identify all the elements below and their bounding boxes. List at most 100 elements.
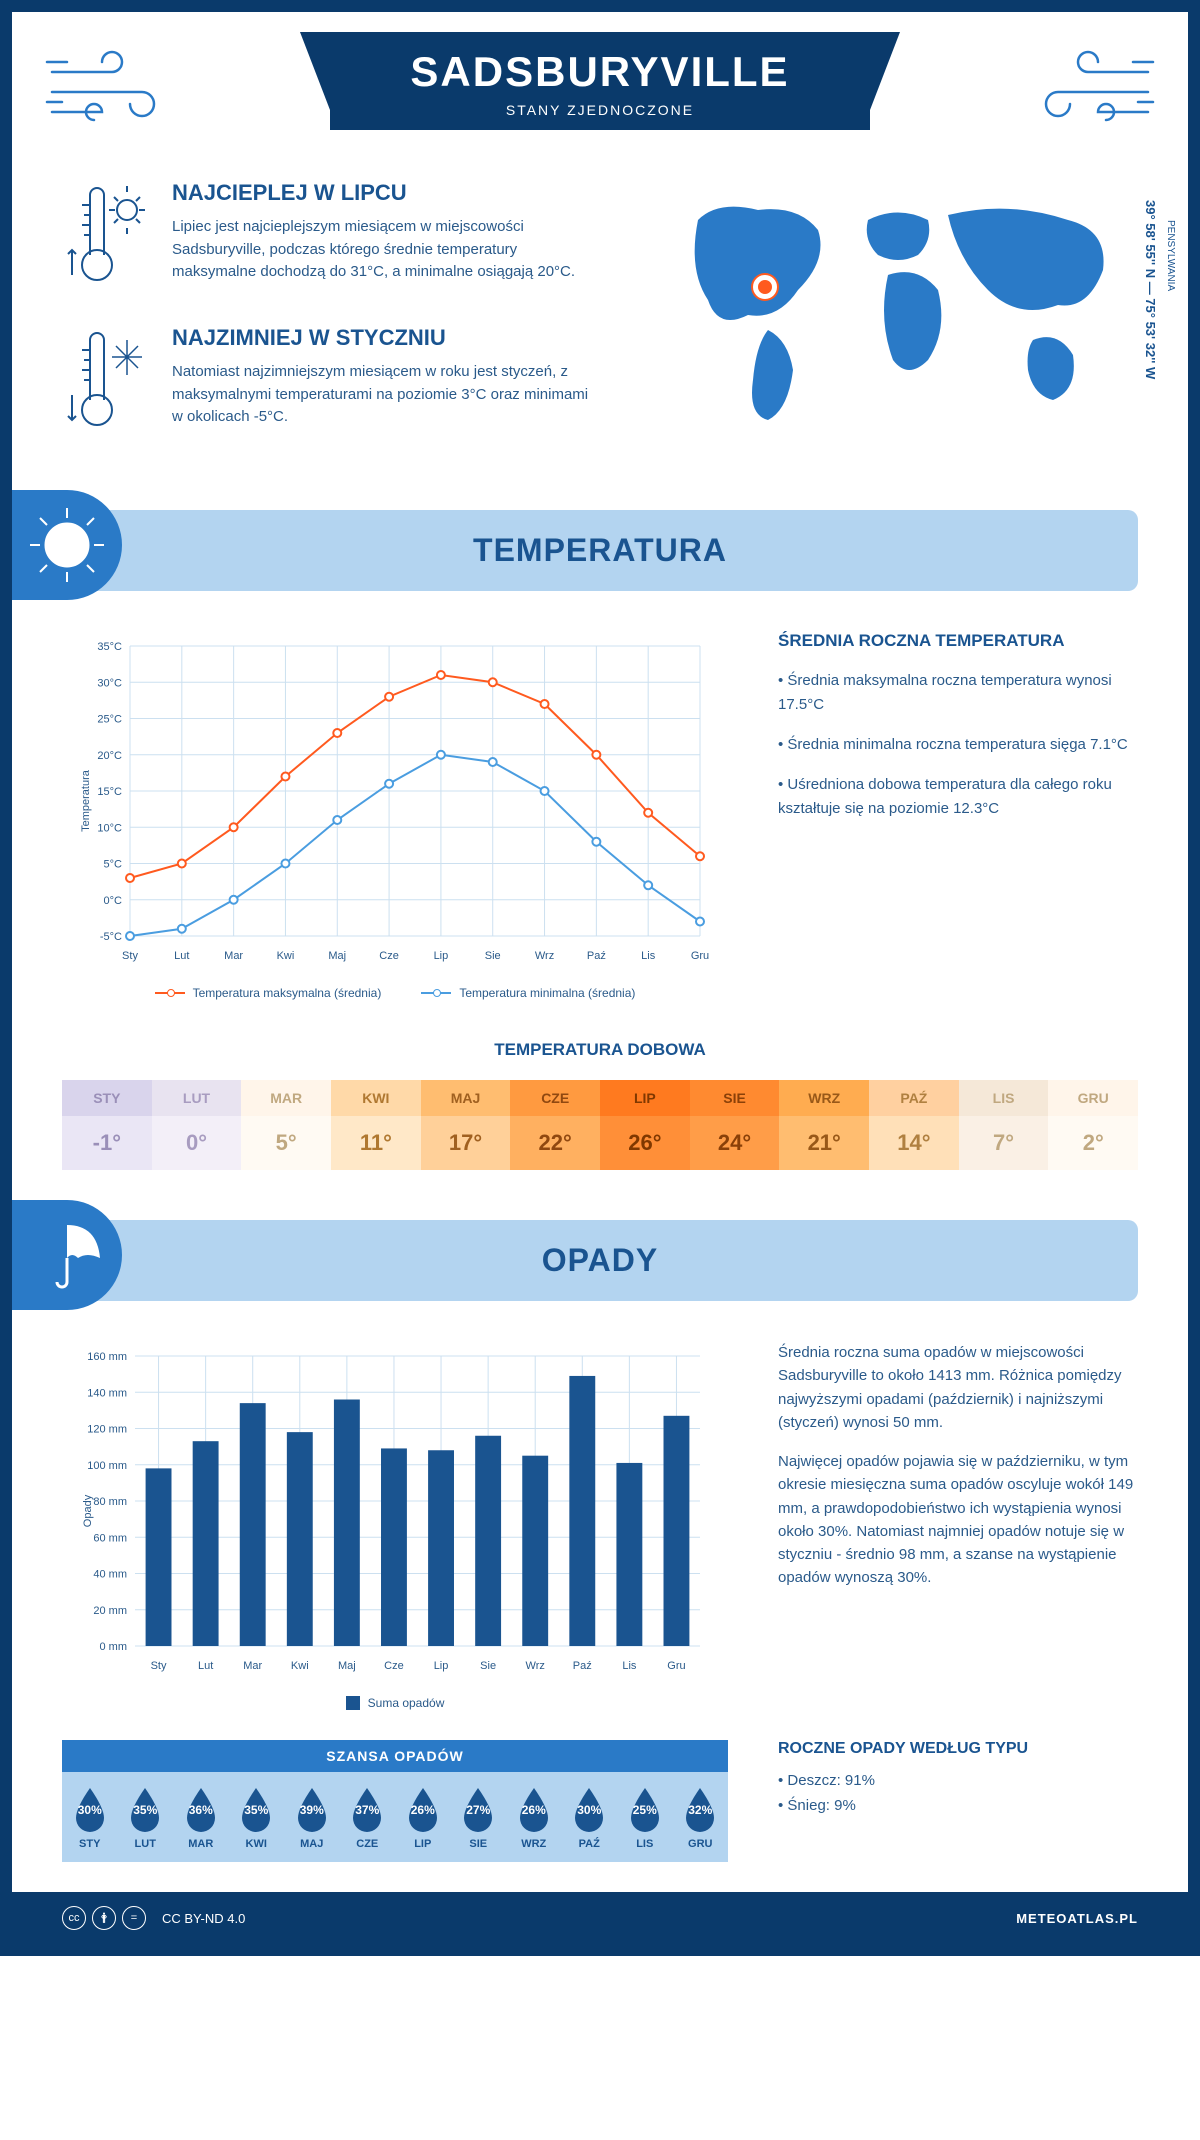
temp-month-label: LIS <box>959 1080 1049 1116</box>
temp-month-label: PAŹ <box>869 1080 959 1116</box>
temp-info-title: ŚREDNIA ROCZNA TEMPERATURA <box>778 631 1138 651</box>
svg-text:-5°C: -5°C <box>100 931 122 943</box>
temp-info-item: • Uśredniona dobowa temperatura dla całe… <box>778 773 1138 821</box>
header: SADSBURYVILLE STANY ZJEDNOCZONE <box>12 12 1188 160</box>
temp-cell: CZE22° <box>510 1080 600 1170</box>
svg-text:Kwi: Kwi <box>277 950 295 962</box>
temp-cell: LIS7° <box>959 1080 1049 1170</box>
chance-month: PAŹ <box>562 1838 618 1850</box>
temp-cell: KWI11° <box>331 1080 421 1170</box>
temp-cell: MAJ17° <box>421 1080 511 1170</box>
umbrella-icon <box>22 1210 112 1300</box>
temperature-chart-row: -5°C0°C5°C10°C15°C20°C25°C30°C35°CStyLut… <box>12 591 1188 1020</box>
svg-text:100 mm: 100 mm <box>87 1460 127 1472</box>
raindrop-icon: 35% <box>125 1784 165 1832</box>
chance-value: 25% <box>633 1803 657 1817</box>
chance-cell: 32% GRU <box>673 1784 729 1850</box>
svg-text:Maj: Maj <box>328 950 346 962</box>
svg-text:15°C: 15°C <box>97 786 122 798</box>
svg-text:5°C: 5°C <box>104 859 123 871</box>
raindrop-icon: 32% <box>680 1784 720 1832</box>
raindrop-icon: 27% <box>458 1784 498 1832</box>
chance-month: MAJ <box>284 1838 340 1850</box>
svg-text:Lis: Lis <box>641 950 656 962</box>
svg-text:Sty: Sty <box>122 950 138 962</box>
chance-month: GRU <box>673 1838 729 1850</box>
svg-text:Paź: Paź <box>573 1660 592 1672</box>
chance-value: 30% <box>78 1803 102 1817</box>
daily-temp-table: STY-1°LUT0°MAR5°KWI11°MAJ17°CZE22°LIP26°… <box>62 1080 1138 1170</box>
chance-month: MAR <box>173 1838 229 1850</box>
chance-value: 37% <box>355 1803 379 1817</box>
chance-value: 26% <box>411 1803 435 1817</box>
thermometer-hot-icon <box>62 180 152 295</box>
cc-icon: cc <box>62 1906 86 1930</box>
temp-month-label: LIP <box>600 1080 690 1116</box>
temperature-info: ŚREDNIA ROCZNA TEMPERATURA • Średnia mak… <box>778 631 1138 1000</box>
sun-icon <box>22 500 112 590</box>
chance-cell: 39% MAJ <box>284 1784 340 1850</box>
wind-icon-right <box>1018 42 1158 132</box>
coldest-block: NAJZIMNIEJ W STYCZNIU Natomiast najzimni… <box>62 325 598 440</box>
precip-chart: 0 mm20 mm40 mm60 mm80 mm100 mm120 mm140 … <box>62 1341 728 1710</box>
temp-value: 22° <box>510 1116 600 1170</box>
temp-cell: PAŹ14° <box>869 1080 959 1170</box>
svg-text:Mar: Mar <box>224 950 243 962</box>
svg-text:10°C: 10°C <box>97 822 122 834</box>
svg-text:Mar: Mar <box>243 1660 262 1672</box>
region-label: PENSYLWANIA <box>1165 220 1176 291</box>
chance-cell: 37% CZE <box>340 1784 396 1850</box>
raindrop-icon: 26% <box>403 1784 443 1832</box>
temp-month-label: WRZ <box>779 1080 869 1116</box>
temp-cell: STY-1° <box>62 1080 152 1170</box>
temp-month-label: STY <box>62 1080 152 1116</box>
precip-legend-label: Suma opadów <box>368 1696 445 1710</box>
temp-value: 26° <box>600 1116 690 1170</box>
temp-value: 0° <box>152 1116 242 1170</box>
raindrop-icon: 39% <box>292 1784 332 1832</box>
chance-section: SZANSA OPADÓW 30%STY35%LUT36%MAR35%KWI39… <box>12 1730 1188 1892</box>
svg-text:35°C: 35°C <box>97 641 122 653</box>
temp-month-label: SIE <box>690 1080 780 1116</box>
svg-text:20 mm: 20 mm <box>93 1605 127 1617</box>
temp-cell: SIE24° <box>690 1080 780 1170</box>
precip-text-2: Najwięcej opadów pojawia się w październ… <box>778 1450 1138 1590</box>
site-name: METEOATLAS.PL <box>1016 1911 1138 1926</box>
precip-type-box: ROCZNE OPADY WEDŁUG TYPU • Deszcz: 91%• … <box>778 1740 1138 1862</box>
coldest-title: NAJZIMNIEJ W STYCZNIU <box>172 325 598 351</box>
precip-type-item: • Śnieg: 9% <box>778 1797 1138 1814</box>
temp-value: 14° <box>869 1116 959 1170</box>
chance-month: CZE <box>340 1838 396 1850</box>
chance-value: 39% <box>300 1803 324 1817</box>
svg-text:30°C: 30°C <box>97 677 122 689</box>
chance-value: 36% <box>189 1803 213 1817</box>
precip-legend: Suma opadów <box>62 1696 728 1710</box>
temp-value: 11° <box>331 1116 421 1170</box>
chance-cell: 30% PAŹ <box>562 1784 618 1850</box>
svg-text:160 mm: 160 mm <box>87 1351 127 1363</box>
svg-text:40 mm: 40 mm <box>93 1569 127 1581</box>
precip-type-title: ROCZNE OPADY WEDŁUG TYPU <box>778 1740 1138 1758</box>
nd-icon: = <box>122 1906 146 1930</box>
hottest-block: NAJCIEPLEJ W LIPCU Lipiec jest najcieple… <box>62 180 598 295</box>
chance-month: LIS <box>617 1838 673 1850</box>
temp-cell: WRZ21° <box>779 1080 869 1170</box>
svg-text:Sie: Sie <box>480 1660 496 1672</box>
temp-month-label: KWI <box>331 1080 421 1116</box>
temp-month-label: MAJ <box>421 1080 511 1116</box>
svg-text:Wrz: Wrz <box>526 1660 545 1672</box>
climate-summary: NAJCIEPLEJ W LIPCU Lipiec jest najcieple… <box>62 180 598 470</box>
raindrop-icon: 30% <box>569 1784 609 1832</box>
temperature-title: TEMPERATURA <box>112 532 1088 569</box>
temp-info-item: • Średnia minimalna roczna temperatura s… <box>778 733 1138 757</box>
chance-value: 27% <box>466 1803 490 1817</box>
by-icon: 🛉 <box>92 1906 116 1930</box>
svg-text:0°C: 0°C <box>104 895 123 907</box>
svg-text:Sty: Sty <box>151 1660 167 1672</box>
svg-text:Paź: Paź <box>587 950 606 962</box>
svg-text:80 mm: 80 mm <box>93 1496 127 1508</box>
hottest-text: Lipiec jest najcieplejszym miesiącem w m… <box>172 216 598 284</box>
location-marker-icon <box>753 275 777 299</box>
raindrop-icon: 37% <box>347 1784 387 1832</box>
svg-text:Temperatura: Temperatura <box>80 769 92 832</box>
